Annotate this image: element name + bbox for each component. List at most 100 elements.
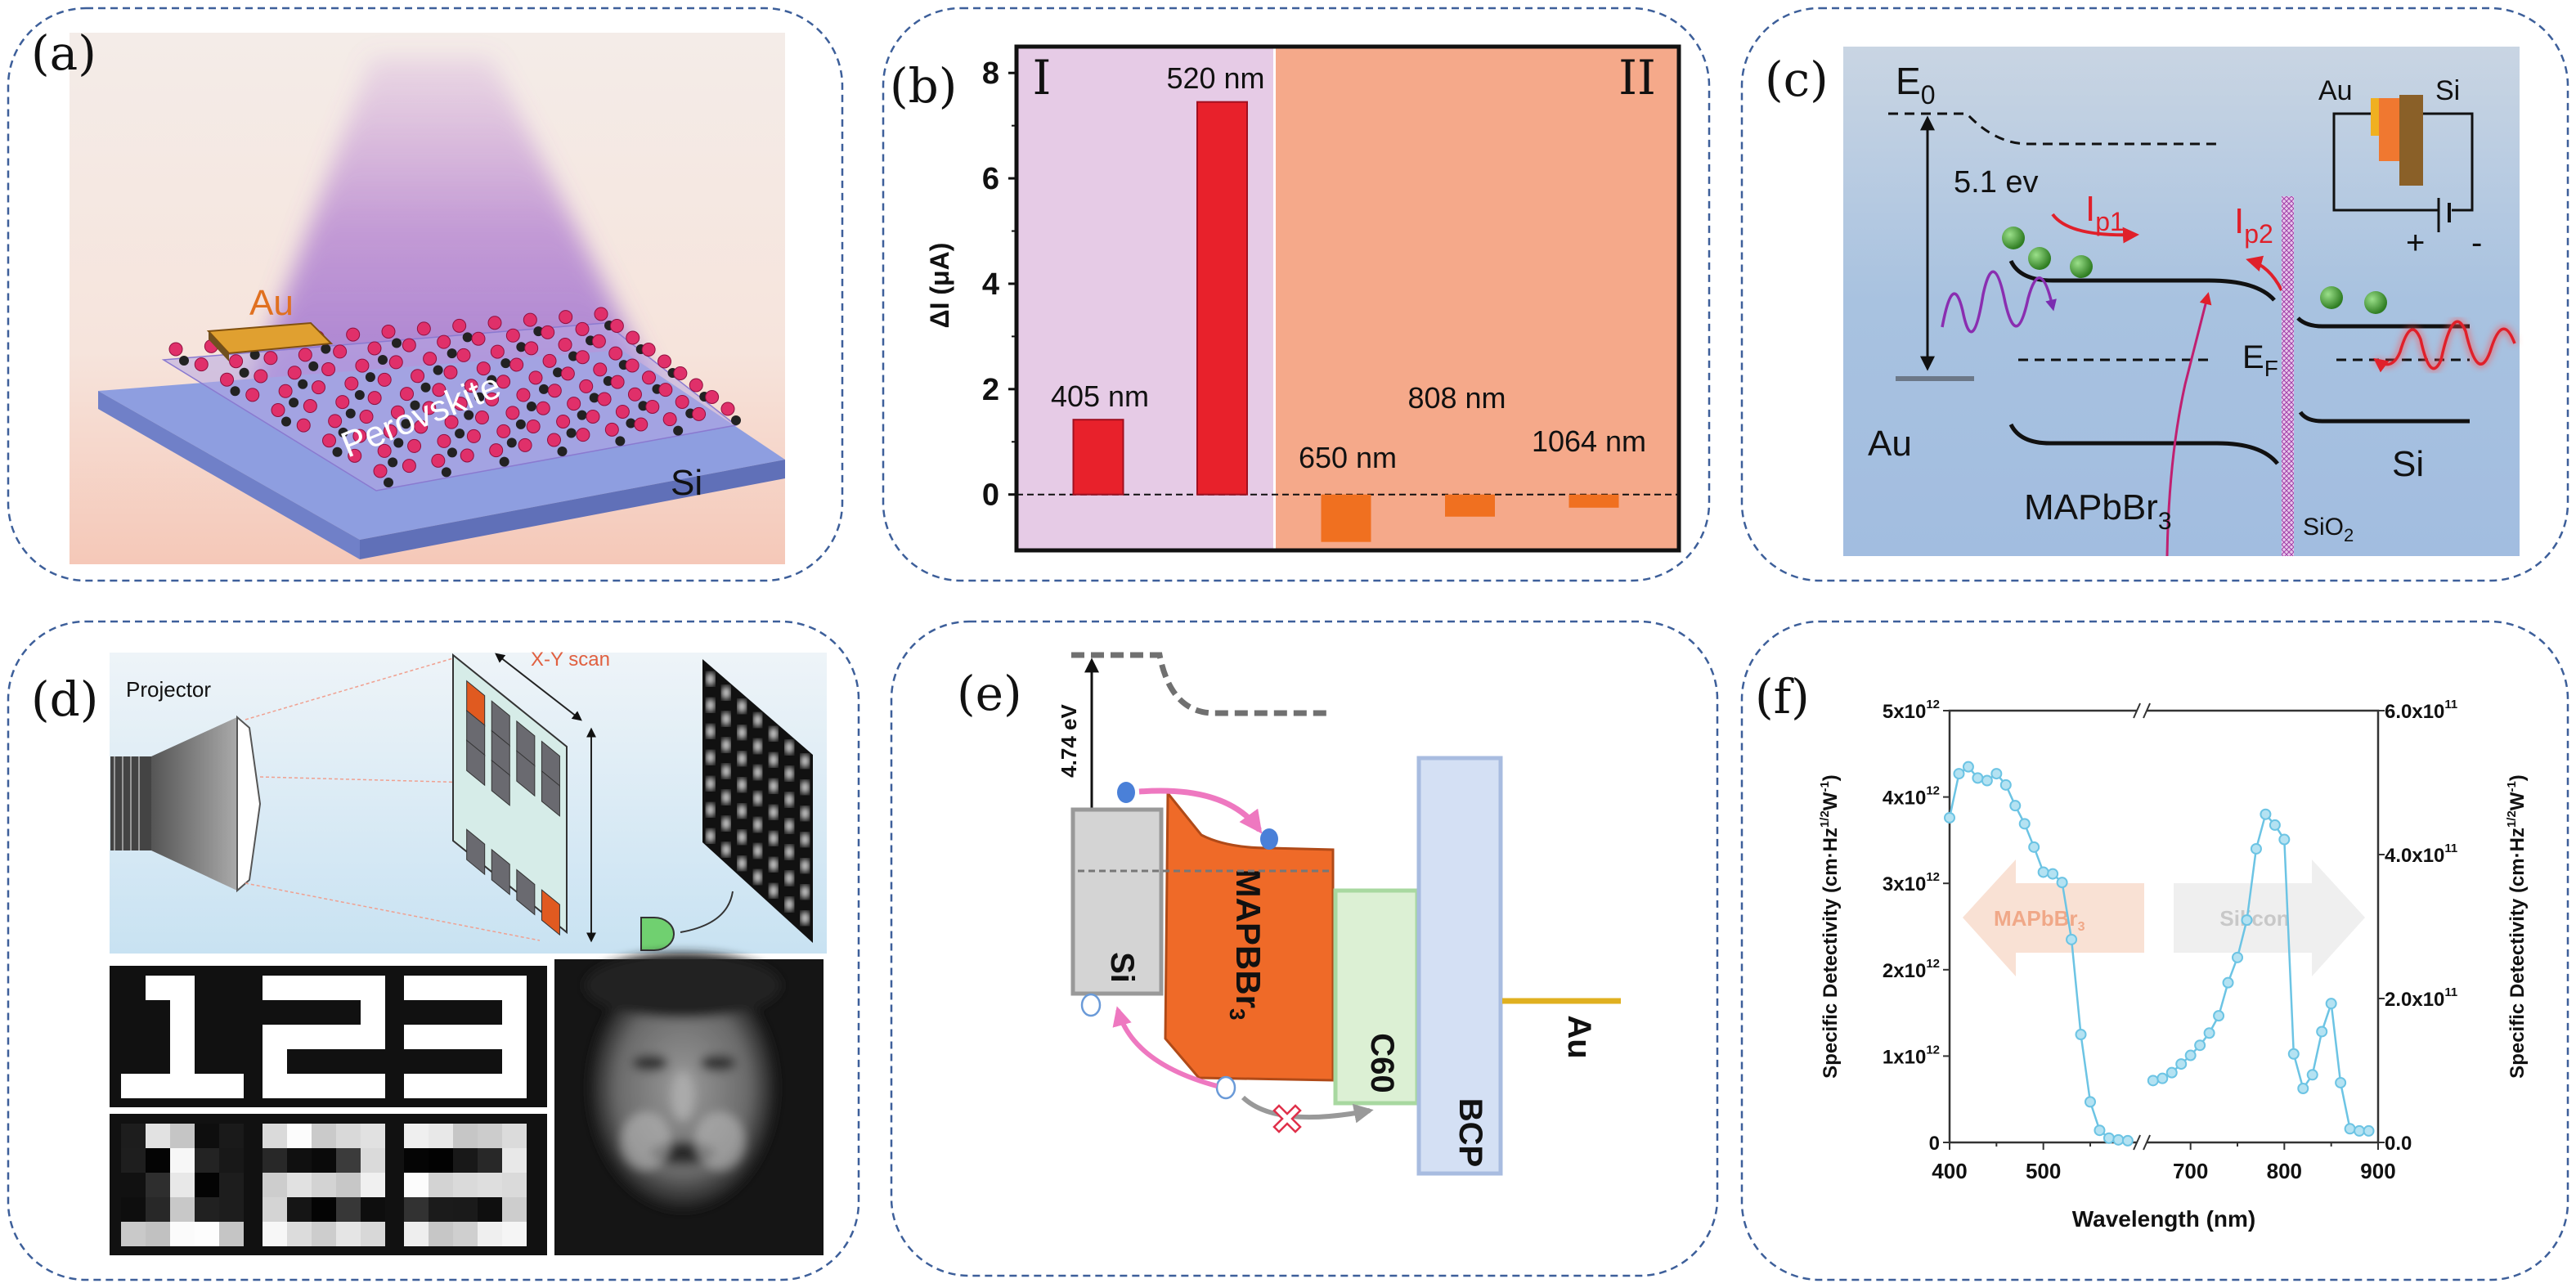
digit-pixel <box>121 1173 146 1197</box>
data-point <box>2084 1096 2096 1108</box>
lead-atom <box>230 386 240 397</box>
halide-atom <box>627 387 642 402</box>
digit-pixel <box>263 1222 287 1246</box>
y-right-tick-label: 6.0x1011 <box>2385 698 2457 723</box>
mask-dot <box>738 725 747 739</box>
pixel <box>491 759 510 806</box>
pixel <box>516 750 536 797</box>
electron <box>2002 227 2025 249</box>
digit-pixel <box>146 1197 170 1222</box>
digit-pixel <box>336 1197 361 1222</box>
digit-pixel <box>502 1124 527 1148</box>
y-right-tick-label: 4.0x1011 <box>2385 841 2457 867</box>
digits-123-pixel-art <box>121 976 527 1246</box>
halide-atom <box>625 358 640 373</box>
halide-atom <box>416 321 431 336</box>
halide-atom <box>496 424 511 438</box>
material-subscript: 3 <box>1225 1008 1250 1020</box>
digit-pixel <box>404 1074 429 1098</box>
digit-pixel <box>453 1074 478 1098</box>
lead-atom <box>401 419 411 429</box>
halide-atom <box>490 344 505 359</box>
digit-pixel <box>219 1197 244 1222</box>
blocked-x-icon <box>1272 1104 1302 1133</box>
mask-dot <box>753 818 762 832</box>
halide-atom <box>675 394 689 409</box>
halide-atom <box>536 401 550 415</box>
label-superscript: -1 <box>1818 781 1832 792</box>
halide-atom <box>575 350 590 365</box>
digit-pixel <box>361 976 385 1000</box>
halide-atom <box>377 443 392 458</box>
digit-pixel <box>170 1222 195 1246</box>
digit-pixel <box>453 1197 478 1222</box>
halide-atom <box>634 417 648 432</box>
digit-pixel <box>287 1222 312 1246</box>
halide-atom <box>626 330 640 345</box>
inset-si-layer <box>2399 95 2423 186</box>
data-point <box>2203 1027 2215 1039</box>
right-eye <box>700 1055 736 1071</box>
digit-pixel <box>478 1173 502 1197</box>
face-blur <box>585 953 781 1210</box>
halide-atom <box>615 404 630 419</box>
digit-pixel <box>478 1074 502 1098</box>
ip1-label: Ip1 <box>2085 189 2125 236</box>
halide-atom <box>576 428 590 442</box>
electron <box>2320 286 2343 309</box>
halide-atom <box>505 328 520 343</box>
y-left-tick-label: 2x1012 <box>1883 957 1940 982</box>
digit-pixel <box>312 1197 336 1222</box>
ef-text: E <box>2242 339 2264 375</box>
si-substrate-front <box>98 391 360 559</box>
halide-atom <box>411 369 425 384</box>
lead-atom <box>515 419 526 429</box>
y-left-axis-label: Specific Detectivity (cm·Hz1/2W-1) <box>1818 774 1842 1079</box>
mask-dot <box>769 832 778 846</box>
tick-exponent: 12 <box>1926 957 1940 971</box>
digit-pixel <box>121 1222 146 1246</box>
au-label: Au <box>1868 424 1912 464</box>
nose <box>671 1071 694 1120</box>
tick-mantissa: 0.0 <box>2385 1133 2412 1155</box>
plot-frame <box>1948 709 2380 1144</box>
y-tick-label: 4 <box>982 267 999 302</box>
vacuum-level-label: E0 <box>1896 60 1935 110</box>
halide-atom <box>414 420 429 434</box>
halide-atom <box>597 392 612 406</box>
mask-dot <box>721 765 730 779</box>
ip1-text: I <box>2085 189 2095 229</box>
mapbbr3-arrow <box>1963 859 2144 976</box>
digit-pixel <box>429 1197 453 1222</box>
digit-pixel <box>146 976 170 1000</box>
halide-atom <box>402 459 416 473</box>
halide-atom <box>381 325 396 339</box>
tick-exponent: 12 <box>1926 784 1940 798</box>
mask-dot <box>706 725 715 738</box>
digit-pixel <box>502 1197 527 1222</box>
mask-dot <box>769 806 778 819</box>
projector-icon <box>110 715 262 893</box>
mapbbr3-label: MAPbBr3 <box>2024 487 2172 535</box>
projector-lens <box>236 715 262 893</box>
halide-atom <box>367 341 382 356</box>
digit-pixel <box>287 1124 312 1148</box>
electron-transfer-arrow <box>1138 788 1263 834</box>
lead-atom <box>455 429 465 439</box>
digit-pixel <box>336 1025 361 1049</box>
lead-atom <box>577 410 587 420</box>
digit-pixel <box>263 1025 287 1049</box>
tick-mantissa: 2.0x10 <box>2385 989 2444 1011</box>
data-point <box>2156 1072 2169 1084</box>
halide-atom <box>692 406 707 421</box>
right-cheek <box>695 1112 744 1169</box>
digit-pixel <box>312 1124 336 1148</box>
ip2-subscript: p2 <box>2244 219 2273 249</box>
halide-atom <box>485 392 500 406</box>
halide-atom <box>373 464 388 478</box>
panel-e-label: (e) <box>957 666 1022 721</box>
electron <box>2070 255 2093 278</box>
mask-dot <box>753 739 762 753</box>
data-point <box>1953 768 1965 780</box>
au-label: Au <box>249 283 294 323</box>
